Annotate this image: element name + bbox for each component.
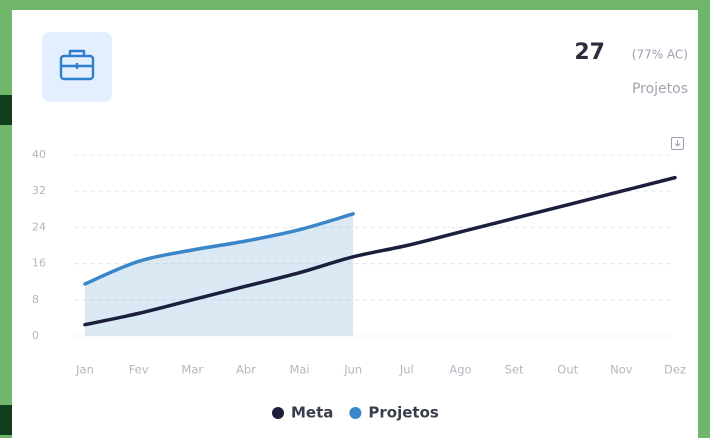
x-tick-label: Set [505, 363, 524, 377]
x-tick-label: Abr [236, 363, 256, 377]
kpi-label: Projetos [632, 81, 688, 97]
y-tick-label: 0 [32, 329, 39, 342]
x-tick-label: Jan [75, 363, 94, 377]
x-tick-label: Fev [129, 363, 149, 377]
kpi-value: 27 [574, 40, 605, 65]
x-tick-label: Jul [399, 363, 414, 377]
line [83, 212, 355, 286]
y-tick-label: 40 [32, 148, 46, 161]
y-tick-label: 8 [32, 293, 39, 306]
x-tick-label: Mai [289, 363, 309, 377]
y-tick-label: 24 [32, 220, 46, 233]
kpi-note: (77% AC) [632, 48, 688, 62]
edge-marker [0, 95, 12, 125]
briefcase-icon [59, 49, 95, 81]
x-tick-label: Dez [664, 363, 686, 377]
legend-label: Projetos [368, 404, 438, 422]
area [85, 213, 354, 336]
x-tick-label: Ago [449, 363, 471, 377]
x-tick-label: Mar [181, 363, 203, 377]
legend-swatch [349, 407, 362, 419]
card [12, 10, 698, 438]
legend-label: Meta [291, 404, 333, 422]
edge-marker [0, 405, 12, 435]
line [83, 175, 677, 327]
legend-swatch [272, 407, 284, 419]
y-tick-label: 32 [32, 184, 46, 197]
download-icon[interactable] [671, 137, 684, 150]
x-tick-label: Out [557, 363, 578, 377]
x-tick-label: Jun [343, 363, 362, 377]
x-tick-label: Nov [610, 363, 633, 377]
y-tick-label: 16 [32, 257, 46, 270]
